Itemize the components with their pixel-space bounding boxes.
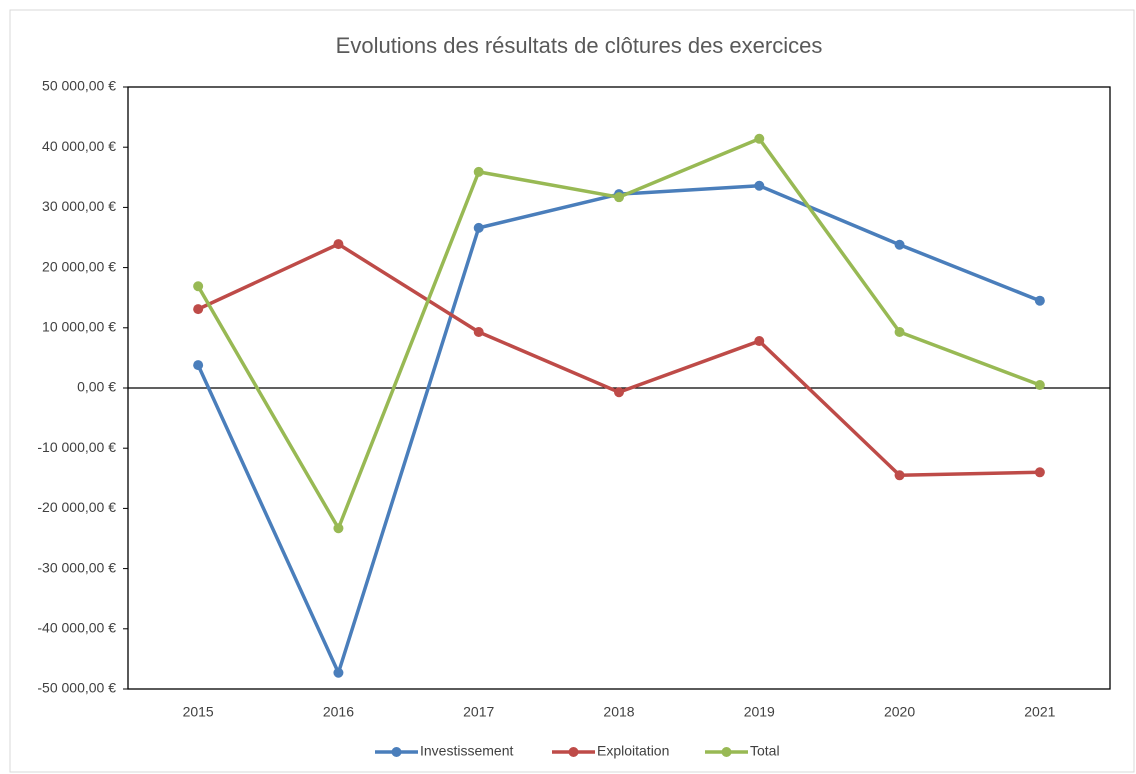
data-point — [614, 192, 624, 203]
data-point — [193, 360, 204, 371]
data-point — [754, 180, 765, 191]
data-point — [1034, 295, 1045, 306]
data-point — [894, 327, 905, 338]
y-tick-label: 30 000,00 € — [42, 198, 116, 214]
x-tick-label: 2018 — [603, 704, 634, 720]
y-tick-label: 40 000,00 € — [42, 138, 116, 154]
data-point — [193, 304, 204, 315]
data-point — [754, 336, 765, 347]
data-point — [333, 667, 344, 678]
x-tick-label: 2015 — [183, 704, 214, 720]
data-point — [333, 239, 344, 250]
x-tick-label: 2016 — [323, 704, 354, 720]
x-tick-label: 2019 — [744, 704, 775, 720]
data-point — [473, 327, 484, 338]
x-tick-label: 2017 — [463, 704, 494, 720]
data-point — [1034, 467, 1045, 478]
legend-label: Exploitation — [597, 743, 669, 759]
data-point — [473, 166, 484, 177]
legend-marker — [391, 747, 402, 757]
data-point — [1034, 379, 1045, 390]
x-tick-label: 2020 — [884, 704, 915, 720]
data-point — [473, 222, 484, 233]
y-tick-label: -50 000,00 € — [37, 680, 116, 696]
chart-border — [9, 9, 1135, 773]
y-tick-label: -10 000,00 € — [37, 439, 116, 455]
y-tick-label: -20 000,00 € — [37, 499, 116, 515]
y-tick-label: 10 000,00 € — [42, 319, 116, 335]
data-point — [333, 523, 344, 534]
data-point — [894, 239, 905, 250]
legend-label: Total — [750, 743, 780, 759]
y-tick-label: -30 000,00 € — [37, 559, 116, 575]
y-tick-label: 50 000,00 € — [42, 78, 116, 94]
y-tick-label: 20 000,00 € — [42, 258, 116, 274]
data-point — [614, 387, 624, 398]
chart-title: Evolutions des résultats de clôtures des… — [336, 33, 823, 58]
data-point — [754, 133, 765, 144]
data-point — [193, 281, 204, 292]
y-tick-label: 0,00 € — [77, 379, 116, 395]
legend-marker — [721, 747, 732, 757]
y-tick-label: -40 000,00 € — [37, 620, 116, 636]
legend-marker — [568, 747, 579, 757]
x-tick-label: 2021 — [1024, 704, 1055, 720]
legend-label: Investissement — [420, 743, 513, 759]
data-point — [894, 470, 905, 481]
